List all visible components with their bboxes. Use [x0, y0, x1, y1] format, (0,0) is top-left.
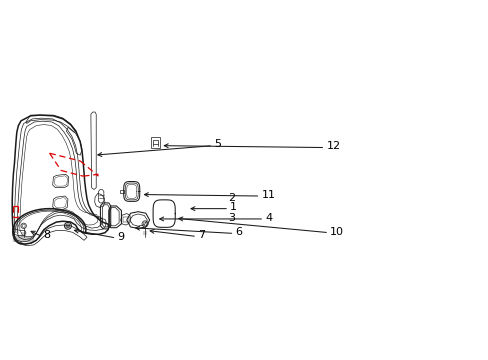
Text: 4: 4: [265, 213, 272, 223]
Text: 10: 10: [329, 226, 344, 237]
Text: 6: 6: [235, 227, 242, 237]
Text: 2: 2: [228, 193, 235, 203]
Text: 1: 1: [230, 202, 237, 212]
Text: 3: 3: [227, 213, 234, 223]
Text: 11: 11: [261, 190, 275, 200]
Text: 7: 7: [198, 230, 205, 240]
Text: 8: 8: [43, 230, 50, 240]
Text: 12: 12: [326, 141, 340, 152]
Text: 9: 9: [117, 232, 124, 242]
Text: 5: 5: [214, 139, 221, 149]
